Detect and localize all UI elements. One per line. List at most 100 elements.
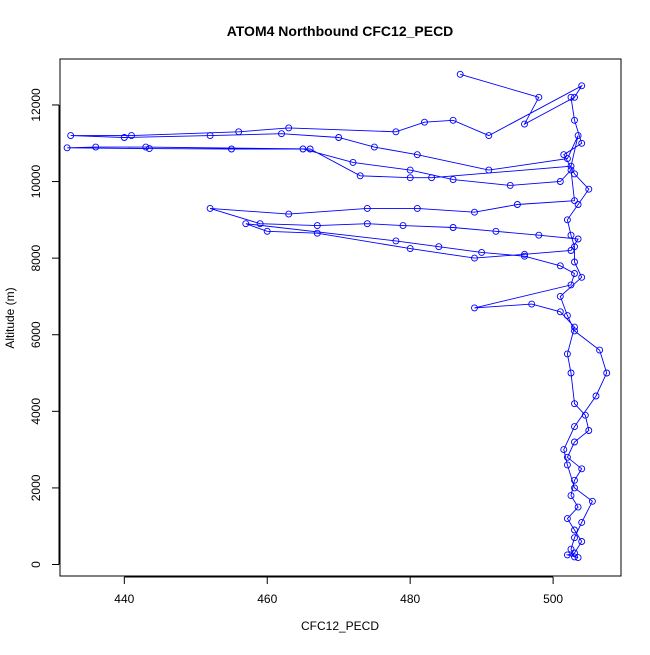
- data-point: [521, 120, 528, 128]
- data-point: [567, 281, 575, 289]
- data-point: [556, 178, 564, 185]
- data-point: [578, 465, 586, 473]
- data-point: [563, 312, 571, 320]
- data-point: [471, 208, 478, 216]
- data-point: [578, 538, 586, 545]
- data-point: [285, 210, 293, 218]
- data-point: [571, 258, 578, 266]
- y-tick-label: 10000: [29, 165, 43, 199]
- data-point: [571, 93, 578, 101]
- x-axis: 440 460 480 500: [114, 576, 563, 606]
- data-point: [335, 134, 343, 141]
- data-point: [571, 534, 578, 542]
- data-point: [513, 201, 521, 208]
- data-point: [592, 392, 600, 400]
- y-tick-label: 2000: [29, 474, 43, 501]
- data-point: [556, 292, 564, 300]
- x-tick-label: 440: [114, 592, 134, 606]
- x-tick-label: 500: [543, 592, 563, 606]
- y-tick-label: 8000: [29, 244, 43, 271]
- data-point: [588, 497, 596, 505]
- data-point: [571, 116, 578, 124]
- data-point: [571, 549, 578, 557]
- data-point: [471, 304, 478, 312]
- data-point: [235, 128, 243, 136]
- data-point: [571, 170, 578, 178]
- data-point: [256, 220, 264, 228]
- data-point: [428, 174, 436, 182]
- data-point: [571, 270, 578, 277]
- chart-title: ATOM4 Northbound CFC12_PECD: [227, 23, 454, 39]
- data-point: [492, 227, 500, 235]
- data-point: [574, 235, 582, 243]
- data-point: [571, 327, 578, 335]
- data-point: [574, 132, 582, 140]
- y-tick-label: 12000: [29, 88, 43, 122]
- data-point: [413, 151, 421, 159]
- data-point: [313, 229, 321, 237]
- data-point: [563, 350, 571, 358]
- data-point: [399, 222, 407, 230]
- data-point: [392, 128, 400, 136]
- data-point: [299, 145, 307, 153]
- data-point: [567, 93, 575, 101]
- data-point: [449, 224, 457, 231]
- data-point: [485, 132, 493, 140]
- series-layer: [63, 70, 611, 562]
- data-point: [571, 400, 578, 408]
- data-point: [449, 176, 457, 184]
- data-point: [567, 162, 575, 170]
- data-point: [263, 227, 271, 235]
- data-point: [571, 553, 578, 561]
- data-point: [406, 166, 414, 174]
- data-point: [349, 158, 357, 166]
- y-tick-label: 6000: [29, 321, 43, 348]
- data-point: [567, 369, 575, 377]
- data-point: [571, 476, 578, 484]
- data-point: [528, 300, 536, 308]
- data-point: [435, 243, 443, 251]
- data-point: [485, 166, 493, 174]
- data-point: [567, 166, 575, 174]
- y-tick-label: 4000: [29, 398, 43, 425]
- data-point: [585, 427, 593, 434]
- data-point: [478, 248, 486, 256]
- data-point: [370, 143, 378, 151]
- data-point: [567, 492, 575, 500]
- data-point: [571, 438, 578, 446]
- data-point: [242, 220, 250, 228]
- plot-frame: [59, 58, 622, 577]
- data-point: [145, 145, 153, 153]
- data-point: [363, 204, 371, 212]
- data-point: [571, 423, 578, 431]
- data-point: [571, 243, 578, 251]
- data-point: [578, 139, 586, 147]
- y-tick-label: 0: [29, 561, 43, 568]
- data-point: [563, 155, 571, 163]
- data-point: [563, 216, 571, 224]
- data-point: [560, 151, 568, 159]
- data-point: [563, 461, 571, 469]
- data-point: [571, 526, 578, 534]
- data-point: [67, 132, 75, 140]
- data-point: [421, 118, 428, 126]
- data-point: [571, 323, 578, 331]
- data-point: [128, 132, 135, 140]
- data-point: [535, 231, 543, 239]
- x-tick-label: 480: [400, 592, 420, 606]
- data-point: [142, 143, 150, 151]
- data-point: [567, 247, 575, 254]
- data-point: [392, 237, 400, 245]
- data-point: [228, 145, 235, 153]
- data-point: [563, 515, 571, 523]
- data-point: [574, 201, 582, 208]
- data-point: [406, 174, 414, 182]
- data-point: [206, 132, 214, 140]
- data-point: [574, 503, 582, 511]
- data-point: [306, 145, 314, 153]
- data-point: [285, 124, 293, 132]
- data-point: [567, 545, 575, 553]
